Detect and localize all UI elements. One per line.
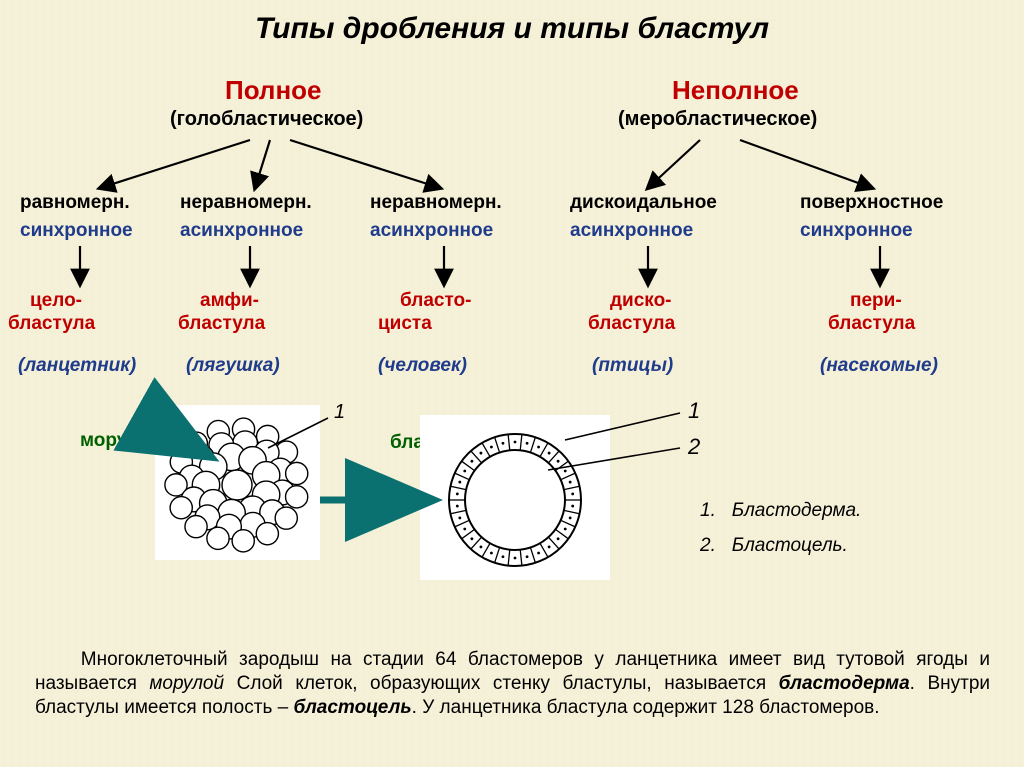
figure-morula [155, 405, 320, 560]
branch-0-l2: синхронное [20, 220, 133, 242]
figure-blastula [420, 415, 610, 580]
svg-text:1: 1 [334, 401, 345, 423]
paragraph: Многоклеточный зародыш на стадии 64 блас… [35, 648, 990, 719]
legend-2-text: Бластоцель. [732, 535, 848, 556]
para-blastocoel: бластоцель [293, 697, 411, 718]
svg-text:2: 2 [687, 434, 700, 459]
branch-3-l1: дискоидальное [570, 192, 717, 214]
branch-4-l2: синхронное [800, 220, 913, 242]
branch-2-l1: неравномерн. [370, 192, 502, 214]
para-morula: морулой [149, 673, 224, 694]
col-sub-right: (меробластическое) [618, 108, 817, 131]
legend-2-num: 2. [700, 535, 716, 556]
para-blastoderma: бластодерма [779, 673, 910, 694]
branch-2-l3b: циста [378, 313, 432, 335]
branch-1-l1: неравномерн. [180, 192, 312, 214]
branch-3-l3a: диско- [610, 290, 672, 312]
legend-1-text: Бластодерма. [732, 500, 862, 521]
branch-4-l1: поверхностное [800, 192, 943, 214]
label-morula: морула [80, 430, 150, 452]
branch-3-l3b: бластула [588, 313, 675, 335]
branch-2-example: (человек) [378, 355, 467, 377]
para-t1: Слой клеток, образующих стенку бластулы,… [224, 673, 779, 694]
legend-1: 1. Бластодерма. [700, 500, 861, 522]
branch-0-l3a: цело- [30, 290, 82, 312]
branch-3-l2: асинхронное [570, 220, 693, 242]
para-t3: . У ланцетника бластула содержит 128 бла… [412, 697, 880, 718]
branch-4-l3b: бластула [828, 313, 915, 335]
page-title: Типы дробления и типы бластул [0, 0, 1024, 46]
legend-1-num: 1. [700, 500, 716, 521]
branch-0-l1: равномерн. [20, 192, 130, 214]
branch-1-example: (лягушка) [186, 355, 280, 377]
branch-1-l2: асинхронное [180, 220, 303, 242]
svg-text:1: 1 [688, 398, 700, 423]
col-header-right: Неполное [672, 75, 799, 106]
branch-3-example: (птицы) [592, 355, 673, 377]
branch-1-l3a: амфи- [200, 290, 259, 312]
col-sub-left: (голобластическое) [170, 108, 363, 131]
branch-0-l3b: бластула [8, 313, 95, 335]
branch-0-example: (ланцетник) [18, 355, 136, 377]
branch-2-l3a: бласто- [400, 290, 471, 312]
branch-1-l3b: бластула [178, 313, 265, 335]
branch-4-l3a: пери- [850, 290, 902, 312]
col-header-left: Полное [225, 75, 321, 106]
legend-2: 2. Бластоцель. [700, 535, 848, 557]
branch-2-l2: асинхронное [370, 220, 493, 242]
branch-4-example: (насекомые) [820, 355, 938, 377]
